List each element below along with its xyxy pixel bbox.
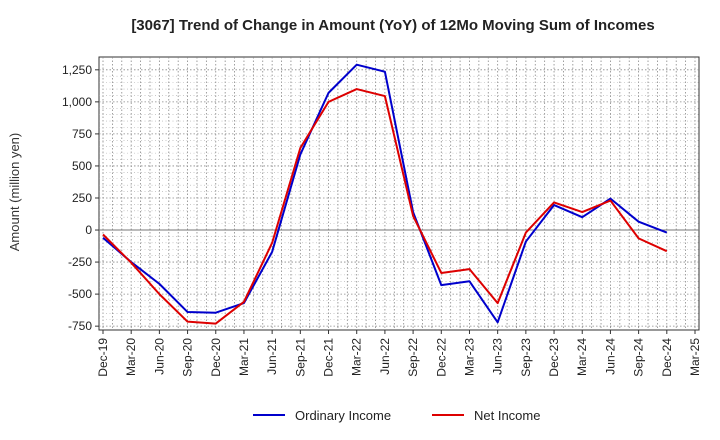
x-ticks: Dec-19 Mar-20 Jun-20 Sep-20 Dec-20 Mar-21 Jun-… <box>96 330 702 377</box>
series-line-net-income <box>102 88 668 325</box>
y-tick-label: -500 <box>68 287 92 301</box>
y-tick-label: 1,000 <box>62 95 92 109</box>
legend-label: Net Income <box>474 408 540 423</box>
series-group <box>102 63 668 325</box>
x-tick-label: Dec-19 <box>96 338 110 377</box>
x-tick-label: Mar-21 <box>237 338 251 376</box>
y-tick-label: 1,250 <box>62 63 92 77</box>
x-tick-label: Jun-23 <box>491 338 505 375</box>
x-tick-label: Mar-23 <box>462 338 476 376</box>
x-tick-label: Dec-21 <box>322 338 336 377</box>
legend-item: Ordinary Income <box>253 408 391 423</box>
x-tick-label: Mar-22 <box>350 338 364 376</box>
y-tick-label: 500 <box>72 159 92 173</box>
y-ticks: -750 -500 -250 0 250 500 750 1,000 1,250 <box>62 63 99 333</box>
legend-label: Ordinary Income <box>295 408 391 423</box>
x-tick-label: Jun-22 <box>378 338 392 375</box>
x-tick-label: Dec-24 <box>660 338 674 377</box>
plot-area <box>98 56 700 331</box>
x-tick-label: Jun-24 <box>603 338 617 375</box>
series-line-ordinary-income <box>102 63 668 324</box>
y-tick-label: -750 <box>68 319 92 333</box>
legend-item: Net Income <box>432 408 540 423</box>
x-tick-label: Dec-23 <box>547 338 561 377</box>
x-tick-label: Dec-22 <box>434 338 448 377</box>
x-tick-label: Mar-24 <box>575 338 589 376</box>
x-tick-label: Sep-24 <box>632 338 646 377</box>
legend: Ordinary Income Net Income <box>253 408 540 423</box>
x-tick-label: Sep-22 <box>406 338 420 377</box>
x-tick-label: Sep-21 <box>293 338 307 377</box>
x-tick-label: Sep-23 <box>519 338 533 377</box>
y-tick-label: -250 <box>68 255 92 269</box>
x-tick-label: Mar-20 <box>124 338 138 376</box>
x-tick-label: Dec-20 <box>209 338 223 377</box>
x-tick-label: Jun-21 <box>265 338 279 375</box>
y-tick-label: 0 <box>85 223 92 237</box>
y-tick-label: 750 <box>72 127 92 141</box>
x-tick-label: Sep-20 <box>181 338 195 377</box>
x-tick-label: Jun-20 <box>152 338 166 375</box>
y-tick-label: 250 <box>72 191 92 205</box>
y-axis-label: Amount (million yen) <box>7 133 22 252</box>
x-tick-label: Mar-25 <box>688 338 702 376</box>
chart-title: [3067] Trend of Change in Amount (YoY) o… <box>131 17 654 34</box>
